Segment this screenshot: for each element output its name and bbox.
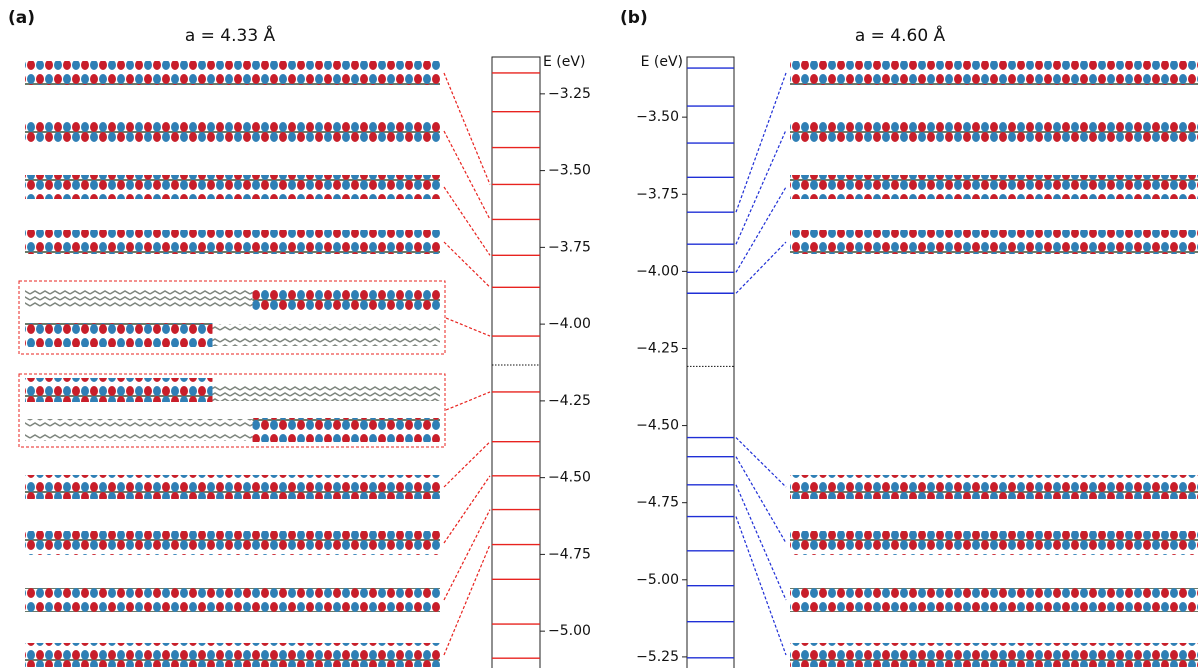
orbital-lobes	[25, 378, 213, 402]
connector	[444, 187, 490, 255]
orbital-strip	[790, 531, 1198, 555]
orbital-strip	[25, 119, 440, 143]
panel-label: (b)	[620, 8, 648, 28]
y-tick-label: −3.50	[636, 109, 679, 125]
y-tick-label: −3.75	[548, 239, 591, 255]
y-tick-label: −4.50	[636, 418, 679, 434]
y-axis-label: E (eV)	[543, 54, 585, 70]
y-tick-label: −3.50	[548, 163, 591, 179]
y-tick-label: −3.75	[636, 186, 679, 202]
connector	[444, 510, 490, 600]
connector	[736, 242, 786, 293]
connector	[736, 187, 786, 272]
connector	[736, 130, 786, 244]
orbital-strip	[790, 588, 1198, 612]
connector	[446, 318, 490, 336]
connector	[444, 476, 490, 543]
y-tick-label: −5.25	[636, 649, 679, 665]
orbital-strip	[25, 643, 440, 667]
connector	[736, 485, 786, 600]
orbital-strip	[25, 175, 440, 199]
panel-label: (a)	[8, 8, 35, 28]
chart-title: a = 4.33 Å	[185, 24, 276, 46]
chart-title: a = 4.60 Å	[855, 24, 946, 46]
y-tick-label: −4.75	[636, 495, 679, 511]
y-tick-label: −4.75	[548, 546, 591, 562]
figure: (a) a = 4.33 Å E (eV) −3.25 −3.50 −3.75 −4.00 −…	[0, 0, 1198, 668]
connector	[444, 242, 490, 287]
orbital-strip	[790, 118, 1198, 142]
orbital-lobes	[253, 418, 441, 442]
orbital-strip	[790, 175, 1198, 199]
orbital-strip	[25, 61, 440, 85]
y-tick-label: −4.00	[636, 263, 679, 279]
y-tick-label: −5.00	[548, 623, 591, 639]
connector	[736, 73, 786, 212]
connector	[446, 392, 490, 410]
connector	[444, 73, 490, 184]
connector	[444, 442, 490, 487]
orbital-strip	[25, 588, 440, 612]
orbital-strip	[790, 61, 1198, 85]
y-tick-label: −4.25	[548, 393, 591, 409]
axis-box	[687, 57, 734, 668]
orbital-strip	[25, 230, 440, 254]
orbital-strip	[25, 531, 440, 555]
connector	[444, 545, 490, 655]
connector	[736, 517, 786, 655]
axis-box	[492, 57, 540, 668]
orbital-lobes	[253, 288, 441, 312]
orbital-lobes	[25, 323, 213, 347]
connector	[736, 438, 786, 487]
connector	[444, 131, 490, 219]
orbital-strip	[790, 643, 1198, 667]
y-tick-label: −4.00	[548, 316, 591, 332]
orbital-strip	[790, 475, 1198, 499]
y-tick-label: −4.25	[636, 340, 679, 356]
orbital-strip	[790, 230, 1198, 254]
y-tick-label: −3.25	[548, 86, 591, 102]
y-axis-label: E (eV)	[641, 54, 683, 70]
y-tick-label: −5.00	[636, 572, 679, 588]
orbital-strip	[25, 475, 440, 499]
connector	[736, 457, 786, 543]
y-tick-label: −4.50	[548, 470, 591, 486]
